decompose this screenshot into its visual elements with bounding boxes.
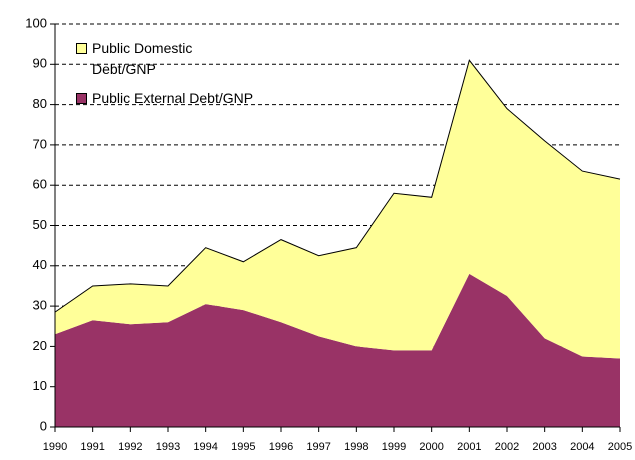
y-tick-label: 90 bbox=[33, 56, 47, 71]
area bbox=[55, 60, 620, 359]
y-tick-label: 60 bbox=[33, 177, 47, 192]
y-tick-label: 0 bbox=[40, 418, 47, 433]
y-tick-label: 100 bbox=[25, 15, 47, 30]
y-tick-label: 20 bbox=[33, 338, 47, 353]
x-tick-label: 2003 bbox=[532, 441, 556, 453]
y-tick-label: 30 bbox=[33, 298, 47, 313]
legend-item: Public Domestic Debt/GNP bbox=[76, 38, 242, 80]
x-tick-label: 2000 bbox=[419, 441, 443, 453]
y-tick-label: 40 bbox=[33, 257, 47, 272]
x-tick-label: 1993 bbox=[156, 441, 180, 453]
x-tick-label: 1990 bbox=[43, 441, 67, 453]
legend-swatch bbox=[76, 43, 87, 54]
legend: Public Domestic Debt/GNP Public External … bbox=[76, 38, 282, 117]
x-tick-label: 1996 bbox=[269, 441, 293, 453]
x-tick-label: 1991 bbox=[80, 441, 104, 453]
x-tick-label: 1997 bbox=[306, 441, 330, 453]
y-tick-label: 70 bbox=[33, 136, 47, 151]
x-tick-label: 1992 bbox=[118, 441, 142, 453]
y-tick-label: 50 bbox=[33, 217, 47, 232]
x-tick-label: 2002 bbox=[495, 441, 519, 453]
x-tick-label: 1995 bbox=[231, 441, 255, 453]
legend-label: Public External Debt/GNP bbox=[92, 90, 254, 106]
legend-swatch bbox=[76, 93, 87, 104]
y-tick-label: 80 bbox=[33, 96, 47, 111]
area bbox=[55, 273, 620, 427]
legend-item: Public External Debt/GNP bbox=[76, 88, 282, 109]
x-tick-label: 2005 bbox=[608, 441, 632, 453]
x-tick-label: 1998 bbox=[344, 441, 368, 453]
x-tick-label: 2004 bbox=[570, 441, 594, 453]
x-tick-label: 2001 bbox=[457, 441, 481, 453]
x-tick-label: 1999 bbox=[382, 441, 406, 453]
area-edge bbox=[54, 59, 621, 313]
y-tick-label: 10 bbox=[33, 378, 47, 393]
legend-label: Public Domestic Debt/GNP bbox=[92, 40, 193, 77]
x-tick-label: 1994 bbox=[193, 441, 217, 453]
